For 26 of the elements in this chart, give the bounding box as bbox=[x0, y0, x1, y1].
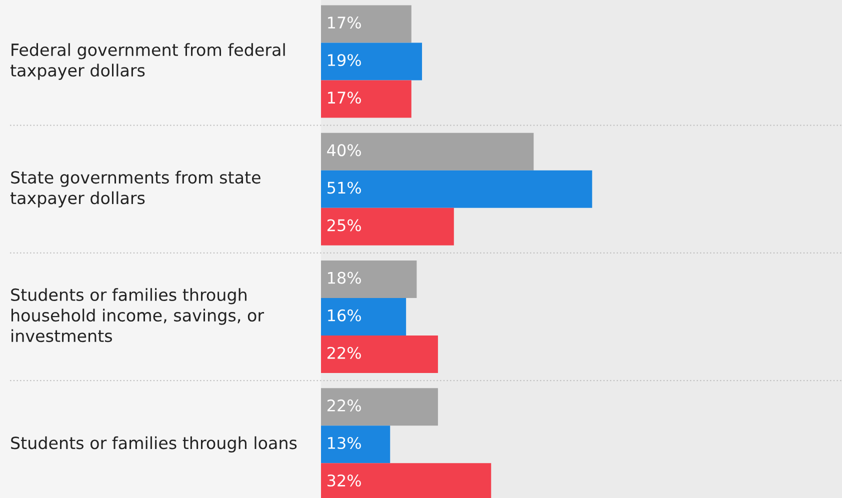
data-label: 18% bbox=[328, 272, 361, 284]
y-tick-label: Students or families through household income, savings, or investments bbox=[11, 288, 264, 342]
data-label: 22% bbox=[327, 399, 361, 412]
data-label: 17% bbox=[328, 92, 361, 104]
data-label: 51% bbox=[328, 182, 361, 194]
y-tick-label: State governments from state taxpayer dollars bbox=[10, 170, 260, 208]
bar bbox=[321, 42, 422, 80]
bar bbox=[321, 208, 454, 246]
bar bbox=[321, 5, 412, 43]
bar bbox=[321, 298, 406, 336]
data-label: 25% bbox=[327, 219, 361, 232]
data-label: 22% bbox=[327, 346, 361, 359]
data-label: 13% bbox=[328, 436, 361, 450]
data-label: 32% bbox=[328, 474, 361, 487]
data-label: 16% bbox=[328, 309, 361, 322]
bar bbox=[321, 170, 592, 208]
bar bbox=[321, 80, 412, 118]
bar bbox=[321, 132, 534, 170]
data-label: 19% bbox=[328, 54, 361, 66]
data-label: 17% bbox=[328, 16, 361, 29]
bar bbox=[321, 336, 438, 374]
data-label: 40% bbox=[327, 144, 361, 156]
bar bbox=[321, 260, 417, 298]
y-tick-label: Federal government from federal taxpayer dollars bbox=[10, 43, 285, 80]
y-tick-label: Students or families through loans bbox=[11, 436, 297, 452]
bar bbox=[321, 388, 438, 426]
